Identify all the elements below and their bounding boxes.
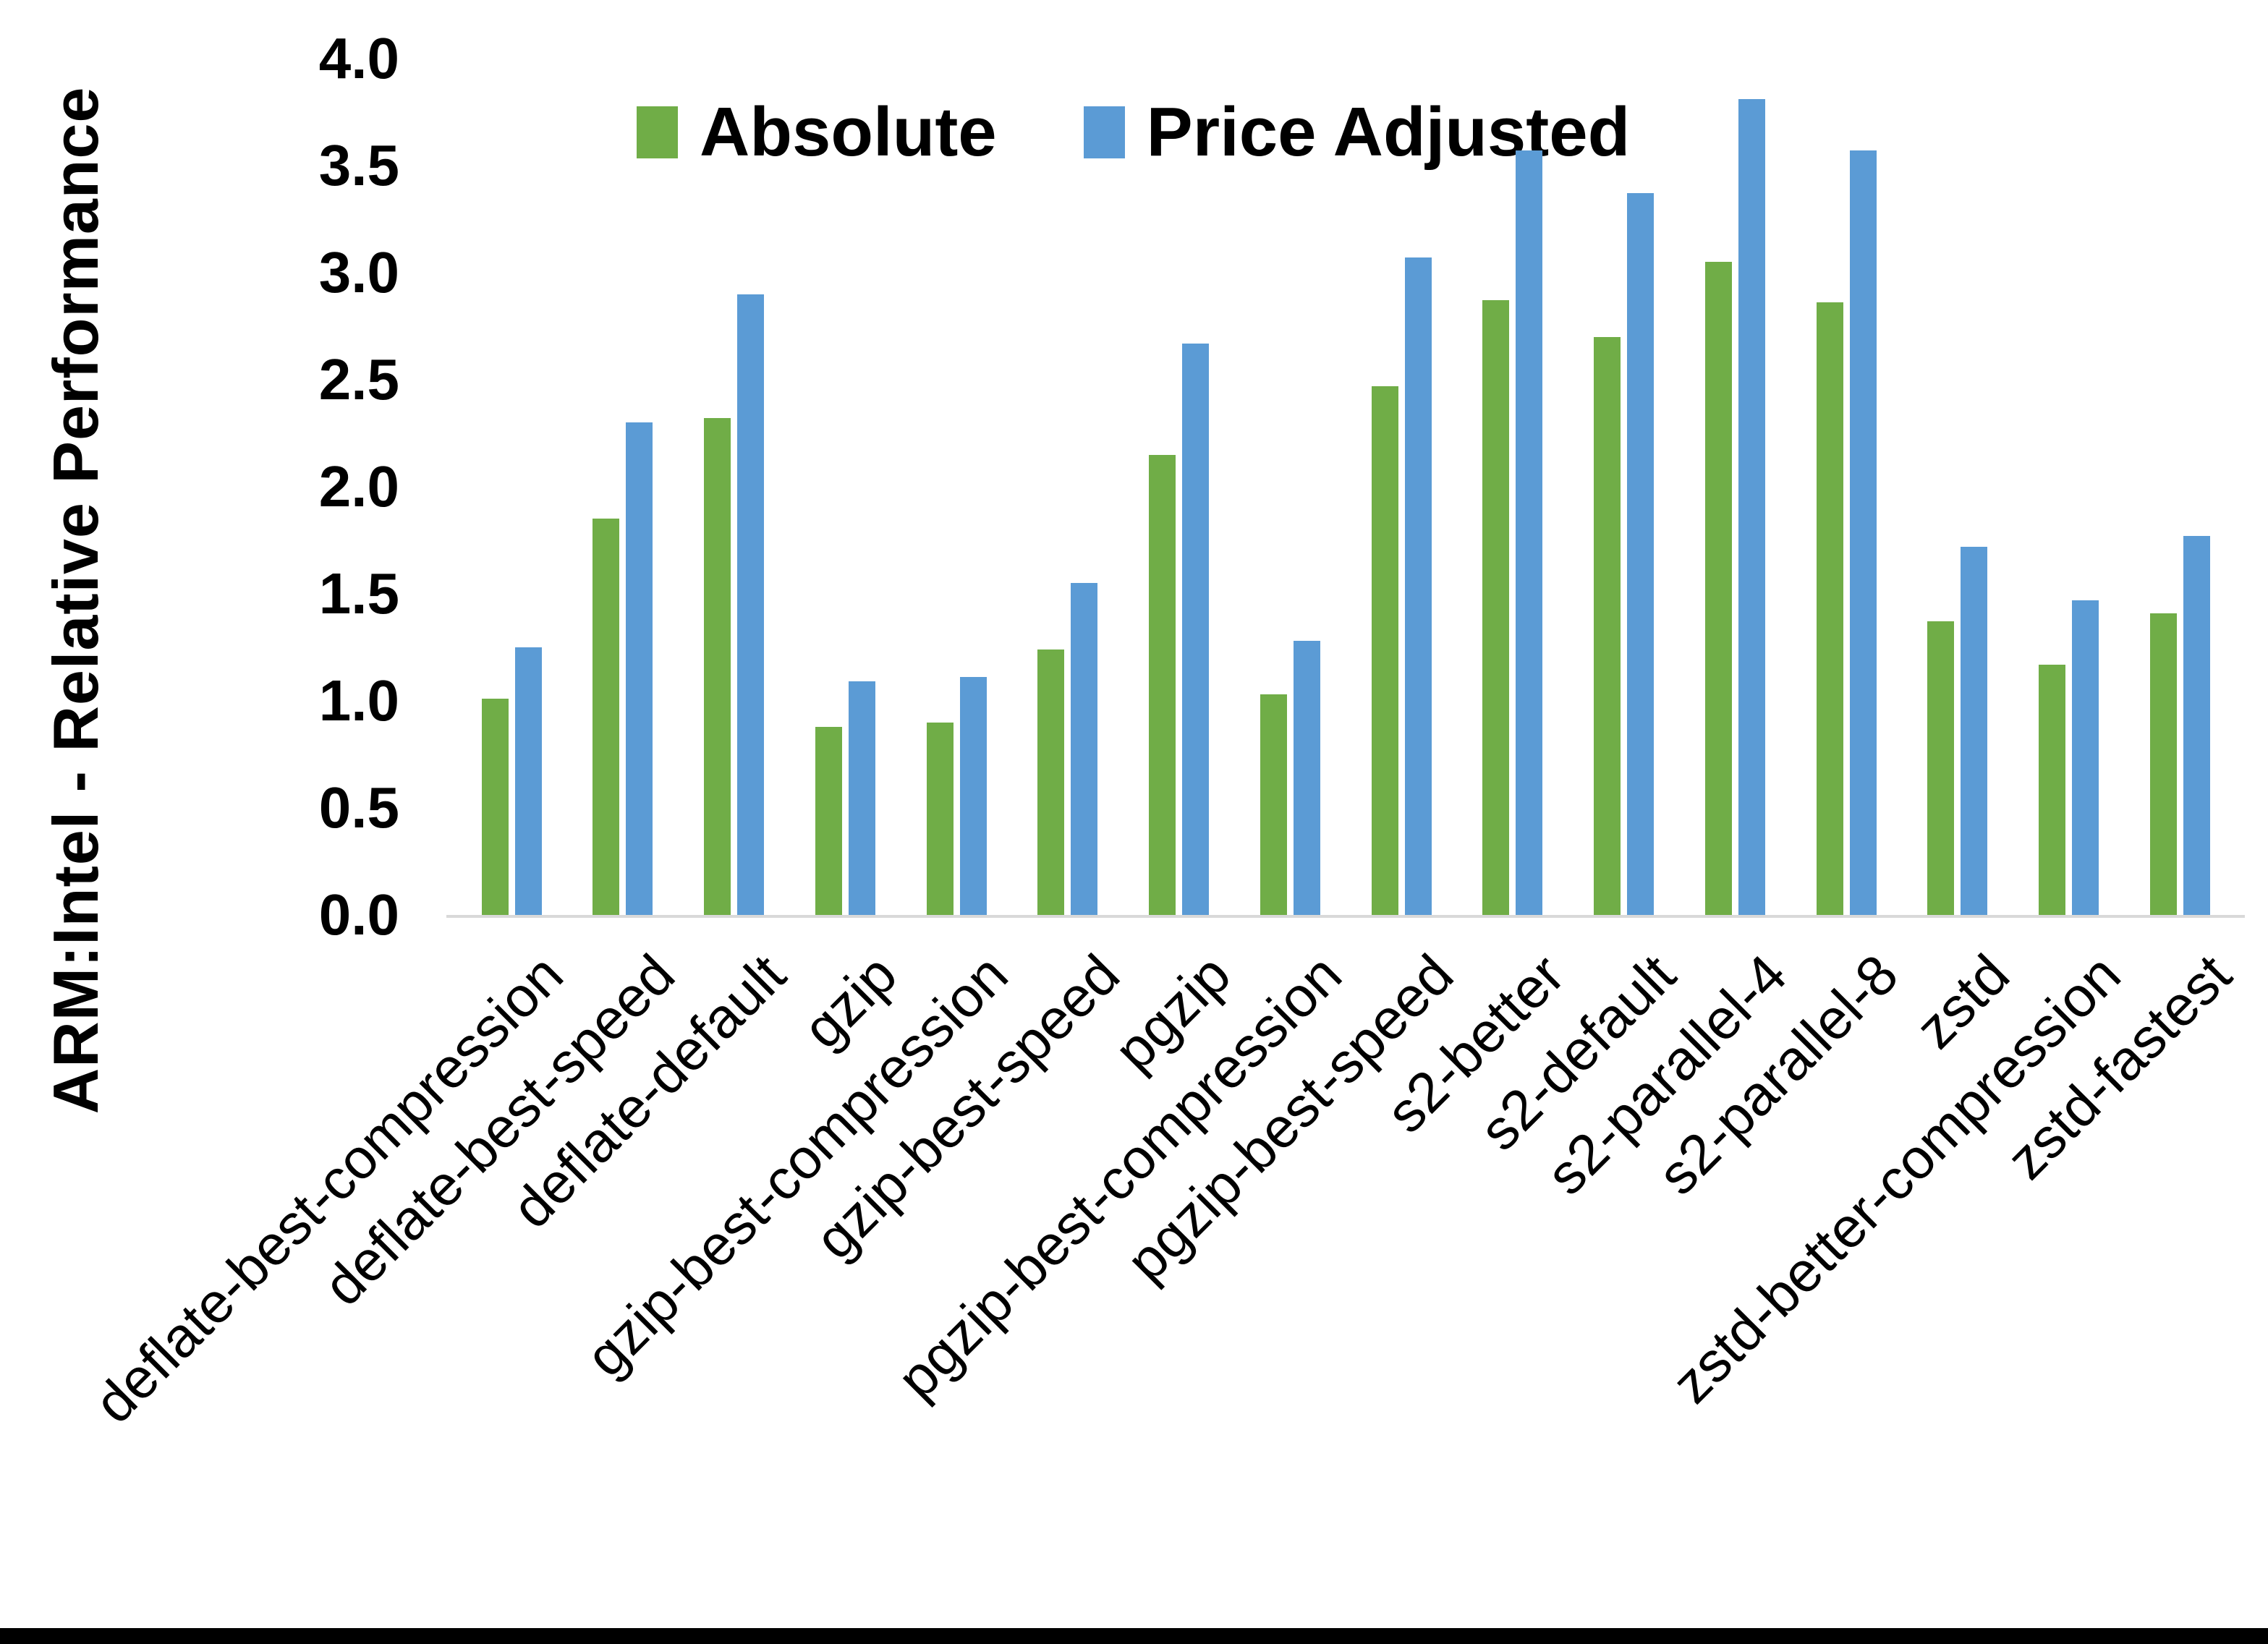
bar-group-deflate-best-speed xyxy=(593,422,653,915)
y-tick-label-4.0: 4.0 xyxy=(318,26,399,90)
bar-absolute-deflate-default xyxy=(704,418,731,915)
y-tick-label-3.0: 3.0 xyxy=(318,240,399,304)
bar-price-adjusted-pgzip xyxy=(1182,344,1209,915)
bottom-border-bar xyxy=(0,1628,2268,1644)
bar-absolute-gzip xyxy=(815,727,842,915)
legend-swatch-absolute xyxy=(637,106,678,158)
bar-absolute-pgzip xyxy=(1149,455,1176,915)
bar-absolute-pgzip-best-compression xyxy=(1260,694,1287,915)
bar-absolute-s2-parallel-4 xyxy=(1704,262,1732,915)
y-tick-label-2.5: 2.5 xyxy=(318,347,399,412)
bar-absolute-zstd xyxy=(1927,621,1955,915)
y-tick-label-2.0: 2.0 xyxy=(318,454,399,519)
bar-absolute-deflate-best-speed xyxy=(593,519,620,915)
bar-absolute-s2-default xyxy=(1594,337,1621,915)
bar-price-adjusted-deflate-best-compression xyxy=(514,647,542,915)
bar-price-adjusted-zstd-better-compression xyxy=(2072,600,2099,915)
bar-price-adjusted-gzip-best-compression xyxy=(959,677,987,915)
bar-price-adjusted-s2-parallel-8 xyxy=(1849,150,1877,915)
legend-entry-price-adjusted: Price Adjusted xyxy=(1083,93,1631,172)
bar-group-pgzip-best-compression xyxy=(1260,641,1320,915)
legend-label-price-adjusted: Price Adjusted xyxy=(1146,93,1631,171)
bar-group-gzip-best-speed xyxy=(1037,583,1098,915)
bar-group-gzip xyxy=(815,681,875,915)
bar-absolute-pgzip-best-speed xyxy=(1371,386,1398,915)
bar-group-s2-parallel-8 xyxy=(1816,150,1877,915)
y-tick-label-0.5: 0.5 xyxy=(318,775,399,840)
bar-price-adjusted-deflate-default xyxy=(737,294,764,915)
bar-absolute-gzip-best-compression xyxy=(926,723,954,915)
bar-price-adjusted-pgzip-best-speed xyxy=(1404,257,1432,915)
bar-group-pgzip xyxy=(1149,344,1209,915)
bar-group-zstd xyxy=(1927,547,1988,915)
bar-group-deflate-default xyxy=(704,294,764,915)
bar-group-zstd-fastest xyxy=(2149,536,2210,915)
bar-group-deflate-best-compression xyxy=(481,647,542,915)
legend-swatch-price-adjusted xyxy=(1083,106,1125,158)
bar-absolute-gzip-best-speed xyxy=(1037,649,1065,915)
bar-price-adjusted-gzip-best-speed xyxy=(1071,583,1098,915)
y-axis-title: ARM:Intel - Relative Performance xyxy=(40,86,111,1115)
bar-absolute-zstd-better-compression xyxy=(2039,665,2065,915)
bar-price-adjusted-zstd-fastest xyxy=(2183,536,2210,915)
bar-group-s2-default xyxy=(1594,193,1654,915)
bar-absolute-deflate-best-compression xyxy=(481,699,509,915)
bar-price-adjusted-s2-default xyxy=(1627,193,1654,915)
legend-entry-absolute: Absolute xyxy=(637,93,997,172)
bar-group-pgzip-best-speed xyxy=(1371,257,1432,915)
bar-absolute-s2-parallel-8 xyxy=(1816,302,1843,915)
legend-label-absolute: Absolute xyxy=(700,93,997,171)
y-tick-label-1.0: 1.0 xyxy=(318,668,399,733)
bar-group-s2-better xyxy=(1482,150,1543,915)
bar-absolute-s2-better xyxy=(1482,300,1510,915)
bar-group-s2-parallel-4 xyxy=(1704,99,1765,915)
bar-price-adjusted-deflate-best-speed xyxy=(626,422,653,915)
bar-price-adjusted-s2-parallel-4 xyxy=(1738,99,1765,915)
bar-price-adjusted-zstd xyxy=(1961,547,1988,915)
bar-price-adjusted-pgzip-best-compression xyxy=(1293,641,1320,915)
bar-group-zstd-better-compression xyxy=(2039,600,2099,915)
bar-absolute-zstd-fastest xyxy=(2149,613,2177,915)
x-category-label-deflate-best-compression: deflate-best-compression xyxy=(82,942,575,1436)
y-tick-label-0.0: 0.0 xyxy=(318,882,399,947)
x-axis-line xyxy=(446,915,2245,918)
y-tick-label-1.5: 1.5 xyxy=(318,561,399,626)
bar-group-gzip-best-compression xyxy=(926,677,987,915)
bar-price-adjusted-s2-better xyxy=(1516,150,1543,915)
y-tick-label-3.5: 3.5 xyxy=(318,133,399,197)
bar-price-adjusted-gzip xyxy=(848,681,875,915)
legend: Absolute Price Adjusted xyxy=(637,93,1630,172)
